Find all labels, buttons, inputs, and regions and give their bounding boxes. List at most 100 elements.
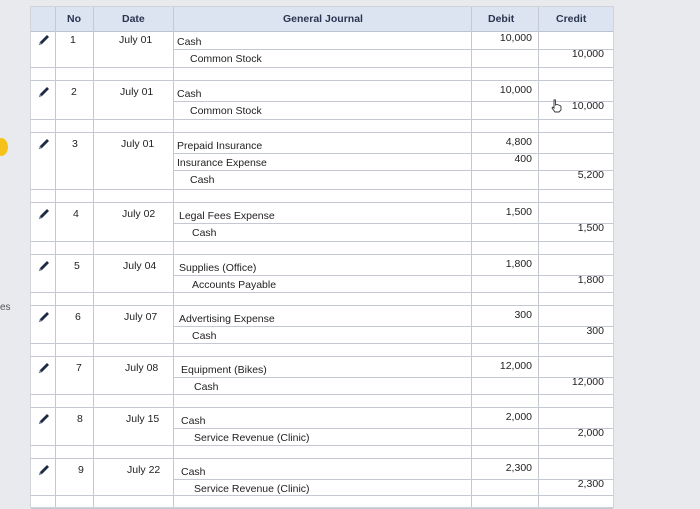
account-name: Cash xyxy=(181,466,206,478)
entry-divider xyxy=(31,356,613,357)
account-name: Cash xyxy=(190,174,215,186)
entry-number: 9 xyxy=(78,464,84,476)
column-divider xyxy=(538,7,539,507)
credit-amount: 10,000 xyxy=(571,100,604,112)
edit-pencil-icon[interactable] xyxy=(37,412,53,428)
entry-divider xyxy=(31,292,613,293)
edit-pencil-icon[interactable] xyxy=(37,259,53,275)
edit-pencil-icon[interactable] xyxy=(37,85,53,101)
account-name: Cash xyxy=(192,227,217,239)
credit-amount: 10,000 xyxy=(571,48,604,60)
account-name: Service Revenue (Clinic) xyxy=(194,432,310,444)
edit-pencil-icon[interactable] xyxy=(37,33,53,49)
edit-pencil-icon[interactable] xyxy=(37,361,53,377)
entry-date: July 01 xyxy=(119,34,153,46)
general-journal-table: No Date General Journal Debit Credit 1 Ju… xyxy=(30,6,614,509)
debit-amount: 400 xyxy=(514,153,532,165)
entry-date: July 08 xyxy=(125,362,159,374)
line-divider xyxy=(173,223,613,224)
entry-number: 5 xyxy=(74,260,80,272)
journal-entry-row: 4 July 02 Legal Fees Expense 1,500 Cash 1,500 xyxy=(31,203,613,255)
journal-entry-row: 9 July 22 Cash 2,300 Service Revenue (Clinic… xyxy=(31,459,613,509)
column-divider xyxy=(471,7,472,507)
account-name: Service Revenue (Clinic) xyxy=(194,483,310,495)
edit-pencil-icon[interactable] xyxy=(37,207,53,223)
debit-amount: 2,000 xyxy=(505,411,532,423)
line-divider xyxy=(173,153,613,154)
entry-number: 2 xyxy=(71,86,77,98)
line-divider xyxy=(173,377,613,378)
entry-date: July 22 xyxy=(127,464,161,476)
debit-amount: 2,300 xyxy=(505,462,532,474)
debit-amount: 300 xyxy=(514,309,532,321)
entry-divider xyxy=(31,495,613,496)
entry-date: July 07 xyxy=(124,311,158,323)
account-name: Cash xyxy=(177,36,202,48)
debit-amount: 10,000 xyxy=(499,84,532,96)
entry-divider xyxy=(31,343,613,344)
account-name: Legal Fees Expense xyxy=(179,210,275,222)
credit-amount: 2,000 xyxy=(577,427,604,439)
line-divider xyxy=(173,275,613,276)
journal-entry-row: 5 July 04 Supplies (Office) 1,800 Accounts P… xyxy=(31,255,613,306)
debit-amount: 1,500 xyxy=(505,206,532,218)
side-label: es xyxy=(0,302,11,313)
entry-divider xyxy=(31,458,613,459)
entry-number: 4 xyxy=(73,208,79,220)
line-divider xyxy=(173,428,613,429)
account-name: Equipment (Bikes) xyxy=(181,364,267,376)
debit-amount: 10,000 xyxy=(499,32,532,44)
entry-date: July 02 xyxy=(122,208,156,220)
account-name: Accounts Payable xyxy=(192,279,277,291)
side-indicator-dot xyxy=(0,138,8,156)
line-divider xyxy=(173,170,613,171)
account-name: Common Stock xyxy=(190,53,262,65)
credit-amount: 12,000 xyxy=(571,376,604,388)
column-divider xyxy=(55,7,56,507)
header-credit: Credit xyxy=(556,13,587,25)
journal-entry-row: 6 July 07 Advertising Expense 300 Cash 300 xyxy=(31,306,613,357)
entry-number: 1 xyxy=(70,34,76,46)
entry-divider xyxy=(31,241,613,242)
entry-divider xyxy=(31,67,613,68)
entry-date: July 01 xyxy=(120,86,154,98)
line-divider xyxy=(173,479,613,480)
table-header: No Date General Journal Debit Credit xyxy=(31,7,613,32)
account-name: Advertising Expense xyxy=(179,313,275,325)
header-no: No xyxy=(67,13,81,25)
debit-amount: 1,800 xyxy=(505,258,532,270)
account-name: Common Stock xyxy=(190,105,262,117)
entry-number: 3 xyxy=(72,138,78,150)
line-divider xyxy=(173,49,613,50)
header-debit: Debit xyxy=(488,13,515,25)
account-name: Prepaid Insurance xyxy=(177,140,263,152)
entry-divider xyxy=(31,445,613,446)
entry-date: July 15 xyxy=(126,413,160,425)
account-name: Cash xyxy=(192,330,217,342)
journal-entry-row: 7 July 08 Equipment (Bikes) 12,000 Cash 12,00… xyxy=(31,357,613,408)
entry-divider xyxy=(31,254,613,255)
entry-divider xyxy=(31,305,613,306)
account-name: Cash xyxy=(194,381,219,393)
line-divider xyxy=(173,326,613,327)
credit-amount: 1,500 xyxy=(577,222,604,234)
account-name: Insurance Expense xyxy=(177,157,267,169)
entry-divider xyxy=(31,132,613,133)
credit-amount: 300 xyxy=(586,325,604,337)
entry-number: 6 xyxy=(75,311,81,323)
entry-divider xyxy=(31,119,613,120)
credit-amount: 1,800 xyxy=(577,274,604,286)
journal-entry-row: 2 July 01 Cash 10,000 Common Stock 10,000 xyxy=(31,81,613,133)
journal-entry-row: 1 July 01 Cash 10,000 Common Stock 10,000 xyxy=(31,29,613,81)
edit-pencil-icon[interactable] xyxy=(37,463,53,479)
edit-pencil-icon[interactable] xyxy=(37,137,53,153)
entry-number: 8 xyxy=(77,413,83,425)
column-divider xyxy=(93,7,94,507)
entry-divider xyxy=(31,189,613,190)
entry-divider xyxy=(31,407,613,408)
header-general-journal: General Journal xyxy=(283,13,363,25)
credit-amount: 2,300 xyxy=(577,478,604,490)
hand-pointer-icon xyxy=(550,99,563,116)
edit-pencil-icon[interactable] xyxy=(37,310,53,326)
header-date: Date xyxy=(122,13,145,25)
